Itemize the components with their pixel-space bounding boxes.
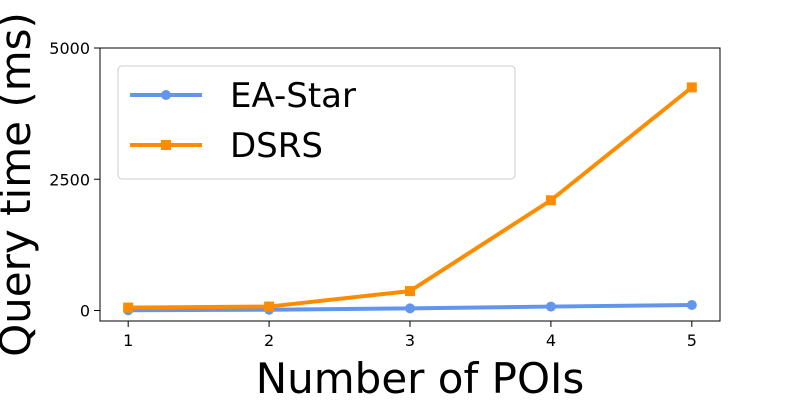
y-axis-title: Query time (ms) xyxy=(0,12,40,357)
y-tick-label: 5000 xyxy=(49,39,90,58)
data-point-dsrs xyxy=(264,301,275,312)
data-point-dsrs xyxy=(123,302,134,313)
legend-label-dsrs: DSRS xyxy=(230,126,323,166)
legend: EA-Star DSRS xyxy=(117,65,516,180)
data-point-dsrs xyxy=(545,195,556,206)
y-axis: 0 2500 5000 xyxy=(49,39,100,321)
x-axis-title: Number of POIs xyxy=(256,354,585,400)
data-point-ea-star xyxy=(545,301,556,312)
legend-marker-ea-star xyxy=(161,90,171,100)
x-tick-label: 4 xyxy=(546,331,556,350)
data-point-ea-star xyxy=(405,303,415,314)
series-layer xyxy=(123,82,697,316)
x-tick-label: 2 xyxy=(264,331,274,350)
legend-box xyxy=(117,65,516,180)
x-tick-label: 1 xyxy=(123,331,133,350)
legend-marker-dsrs xyxy=(161,140,171,150)
data-point-dsrs xyxy=(686,82,697,93)
x-tick-label: 3 xyxy=(405,331,415,350)
legend-label-ea-star: EA-Star xyxy=(230,76,356,116)
data-point-ea-star xyxy=(686,299,697,310)
x-tick-label: 5 xyxy=(687,331,697,350)
data-point-dsrs xyxy=(405,286,415,297)
y-tick-label: 2500 xyxy=(49,170,90,189)
x-axis: 1 2 3 4 5 xyxy=(123,321,697,350)
y-tick-label: 0 xyxy=(80,302,90,321)
